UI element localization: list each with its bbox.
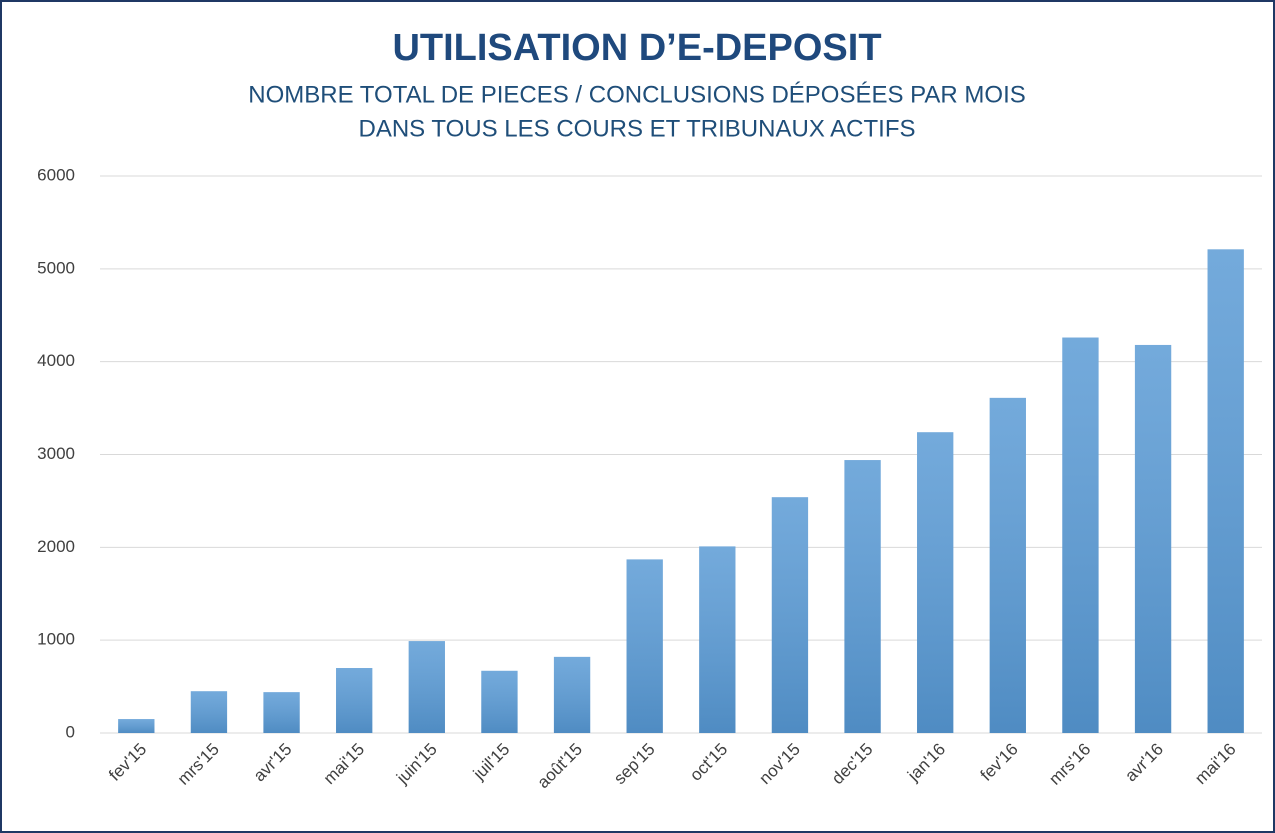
bar-shade — [263, 692, 300, 733]
bar-shade — [626, 559, 663, 733]
y-tick-label: 6000 — [37, 165, 75, 184]
bar-shade — [408, 641, 445, 733]
bar-shade — [771, 497, 809, 733]
bar-shade — [553, 656, 591, 733]
bar-shade — [118, 719, 155, 733]
bar-shade — [336, 668, 373, 733]
chart-title: UTILISATION D’E-DEPOSIT — [392, 27, 881, 69]
bar-shade — [1062, 337, 1099, 733]
y-tick-label: 3000 — [37, 444, 75, 463]
bar-shade — [190, 691, 228, 733]
y-tick-label: 2000 — [37, 537, 75, 556]
chart-subtitle: DANS TOUS LES COURS ET TRIBUNAUX ACTIFS — [358, 115, 915, 142]
y-tick-label: 0 — [66, 722, 75, 741]
bar-shade — [481, 670, 518, 733]
chart-subtitle: NOMBRE TOTAL DE PIECES / CONCLUSIONS DÉP… — [248, 81, 1026, 108]
bar-shade — [1207, 249, 1244, 734]
bar-shade — [844, 460, 881, 733]
bar-shade — [699, 546, 736, 733]
bar-shade — [917, 432, 954, 733]
y-tick-label: 5000 — [37, 258, 75, 277]
y-tick-label: 1000 — [37, 630, 75, 649]
bar-shade — [989, 397, 1026, 733]
y-tick-label: 4000 — [37, 351, 75, 370]
bar-shade — [1134, 344, 1172, 733]
